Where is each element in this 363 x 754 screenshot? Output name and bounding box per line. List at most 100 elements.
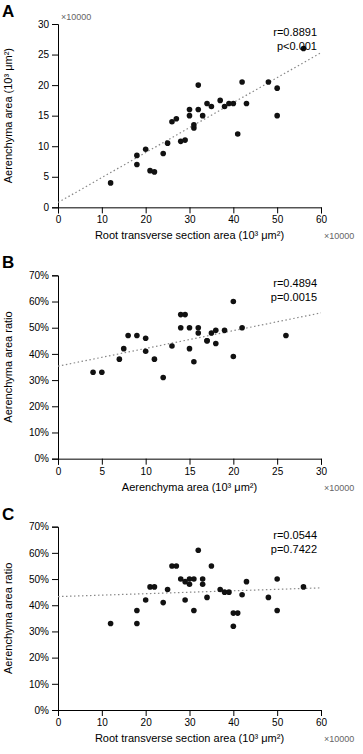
point: [191, 608, 197, 614]
point: [125, 333, 131, 339]
point: [239, 325, 245, 331]
fit-line: [58, 53, 321, 203]
x-tick: 20: [141, 710, 153, 728]
point: [213, 341, 219, 347]
x-tick: 50: [272, 207, 284, 225]
points: [108, 547, 306, 629]
point: [209, 104, 215, 110]
point: [200, 576, 206, 582]
point: [108, 621, 114, 627]
point: [108, 180, 114, 186]
y-axis: 051015202530: [38, 19, 59, 213]
point: [187, 107, 193, 113]
point: [187, 325, 193, 331]
x-tick-mark: [146, 710, 147, 716]
x-scale-note: ×10000: [324, 734, 354, 744]
point: [117, 356, 123, 362]
y-tick: 25: [38, 49, 58, 60]
y-tick-label: 15: [38, 110, 50, 121]
y-tick-mark: [52, 553, 58, 554]
y-tick-mark: [52, 146, 58, 147]
point: [200, 113, 206, 119]
y-tick-label: 0%: [35, 705, 50, 716]
x-tick: 20: [141, 207, 153, 225]
point: [195, 547, 201, 553]
point: [169, 343, 175, 349]
y-tick-label: 5: [43, 171, 49, 182]
point: [231, 623, 237, 629]
y-tick-mark: [52, 658, 58, 659]
point: [134, 153, 140, 159]
y-scale-note: ×10000: [61, 12, 91, 22]
y-tick-mark: [52, 631, 58, 632]
y-tick-label: 50%: [29, 574, 49, 585]
point: [182, 312, 188, 318]
y-tick-label: 0: [43, 202, 49, 213]
y-tick-label: 40%: [29, 349, 49, 360]
y-tick-mark: [52, 116, 58, 117]
stats-text: p=0.7422: [271, 543, 317, 555]
point: [143, 146, 149, 152]
x-tick: 40: [228, 710, 240, 728]
y-axis-line: [52, 25, 59, 208]
fit-line: [58, 588, 321, 597]
x-tick-label: 20: [228, 466, 240, 477]
point: [231, 101, 237, 107]
y-tick-mark: [52, 207, 58, 208]
y-axis-title: Aerenchyma area ratio: [2, 311, 14, 422]
point: [209, 563, 215, 569]
y-tick-mark: [52, 55, 58, 56]
x-axis-title: Aerenchyma area (10³ μm²): [122, 481, 257, 493]
point: [195, 330, 201, 336]
x-tick-mark: [321, 207, 322, 213]
y-tick-label: 10: [38, 141, 50, 152]
x-tick: 10: [97, 710, 109, 728]
y-tick: 20%: [29, 652, 58, 663]
panel: 0102030405060051015202530Root transverse…: [2, 2, 354, 241]
plot-area: [58, 46, 321, 203]
y-tick: 20%: [29, 401, 58, 412]
y-tick: 50%: [29, 574, 58, 585]
stats-text: p<0.001: [277, 40, 317, 52]
y-tick-label: 20%: [29, 401, 49, 412]
point: [99, 369, 105, 375]
x-tick-label: 5: [100, 466, 106, 477]
y-tick: 10: [38, 141, 58, 152]
x-tick-label: 30: [184, 717, 196, 728]
point: [174, 563, 180, 569]
x-tick-label: 40: [228, 214, 240, 225]
y-tick: 30%: [29, 375, 58, 386]
y-tick: 5: [43, 171, 58, 182]
plot-area: [58, 547, 321, 629]
x-tick: 30: [184, 710, 196, 728]
y-tick-mark: [52, 579, 58, 580]
panel-label: B: [2, 253, 14, 272]
x-tick-mark: [321, 710, 322, 716]
y-tick: 70%: [29, 270, 58, 281]
y-tick-label: 60%: [29, 548, 49, 559]
point: [222, 328, 228, 334]
point: [274, 608, 280, 614]
x-tick-label: 60: [316, 717, 328, 728]
y-tick-mark: [52, 177, 58, 178]
x-tick-label: 10: [97, 214, 109, 225]
x-tick-mark: [233, 207, 234, 213]
point: [121, 346, 127, 352]
point: [200, 581, 206, 587]
y-tick: 60%: [29, 548, 58, 559]
point: [165, 587, 171, 593]
y-axis: 0%10%20%30%40%50%60%70%: [29, 270, 59, 464]
x-tick: 40: [228, 207, 240, 225]
x-axis-title: Root transverse section area (10³ μm²): [95, 229, 284, 241]
y-tick: 0: [43, 202, 58, 213]
x-tick-label: 20: [141, 717, 153, 728]
plot-area: [58, 299, 321, 381]
y-tick-label: 60%: [29, 296, 49, 307]
point: [143, 597, 149, 603]
y-tick-label: 40%: [29, 600, 49, 611]
y-tick: 70%: [29, 521, 58, 532]
point: [143, 335, 149, 341]
point: [235, 610, 241, 616]
x-tick-label: 50: [272, 214, 284, 225]
stats-text: r=0.0544: [273, 529, 317, 541]
